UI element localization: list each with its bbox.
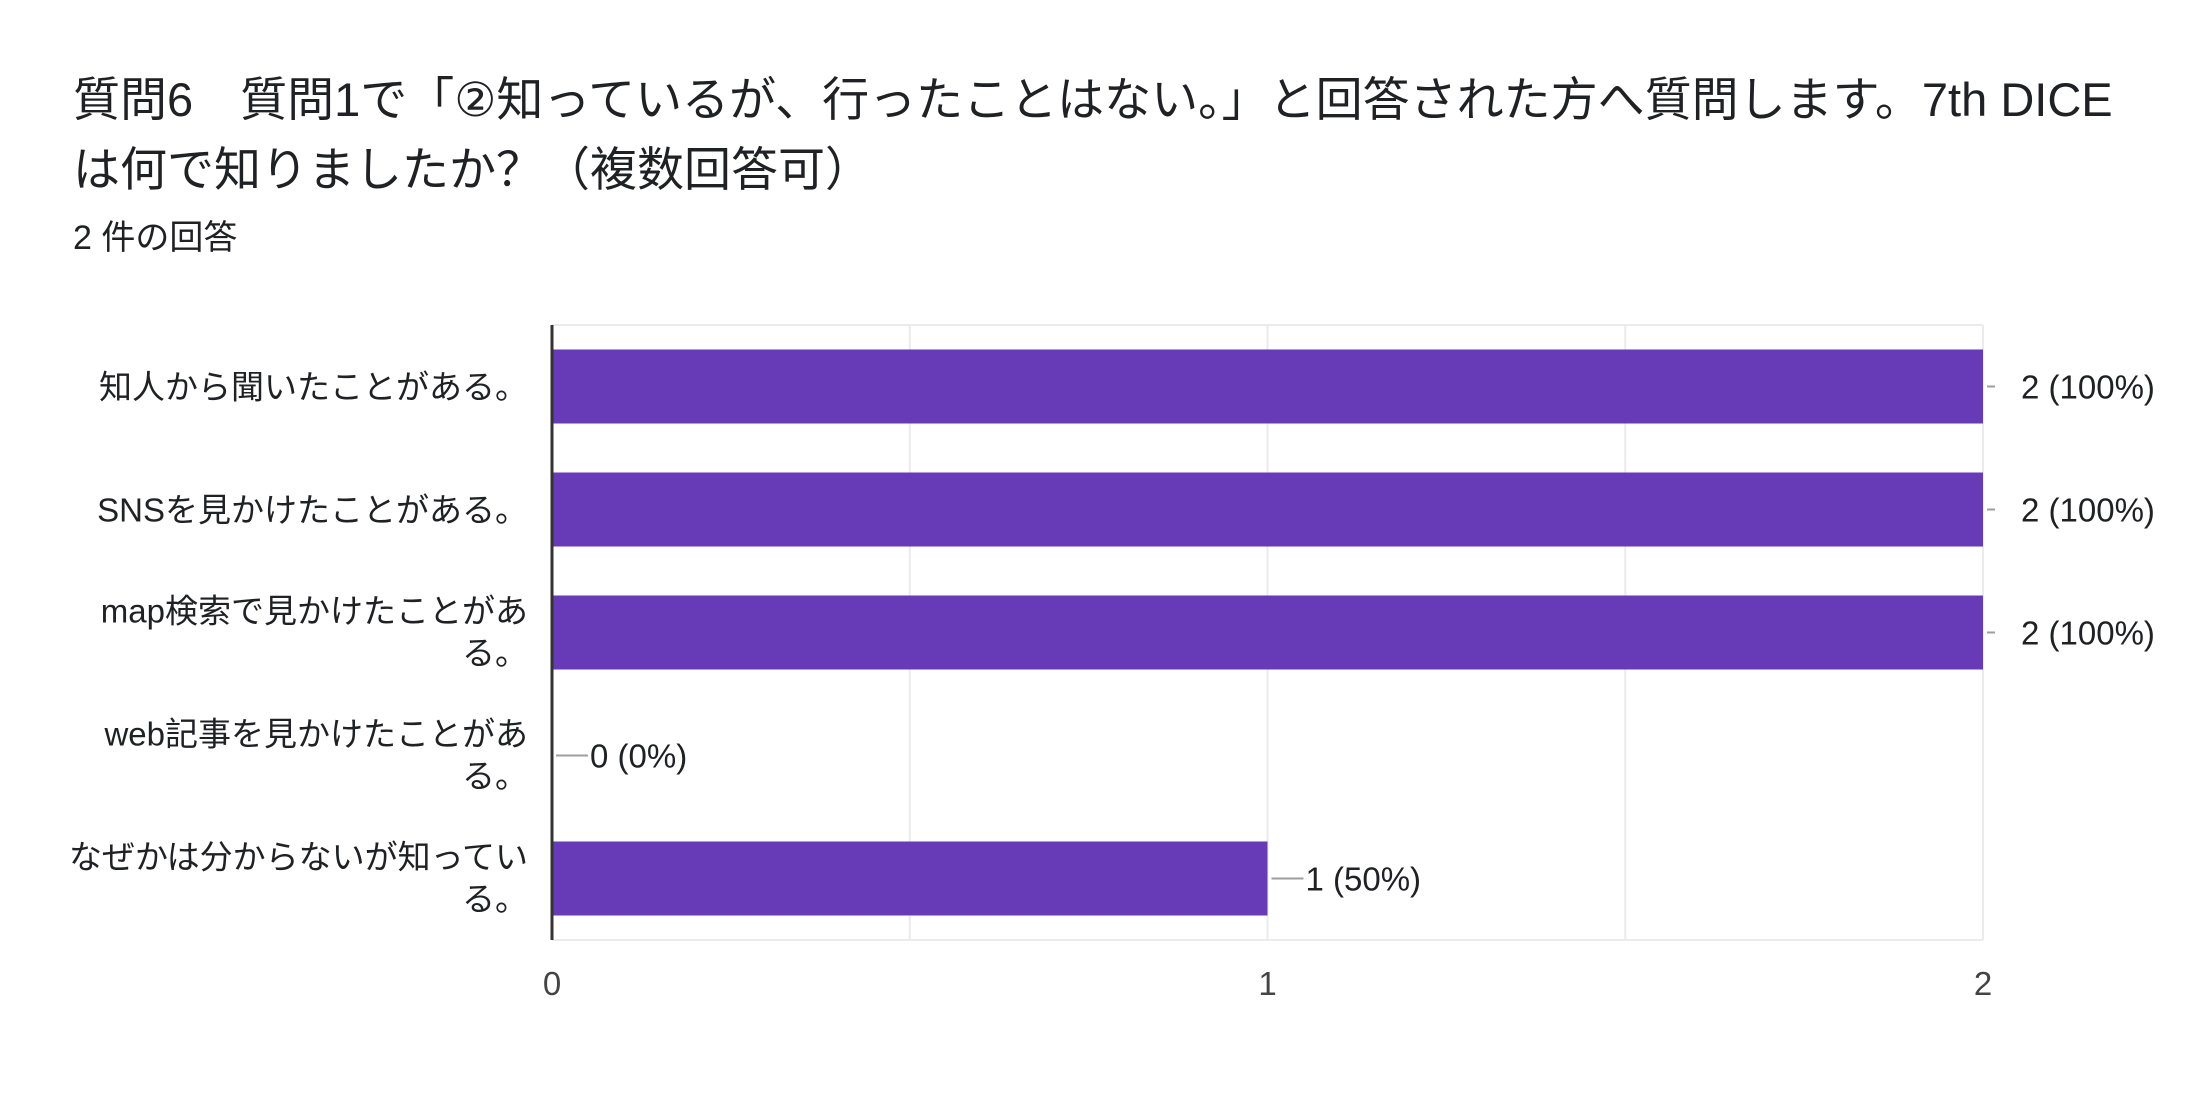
category-label: web記事を見かけたことがある。 xyxy=(103,716,528,795)
question-title: 質問6 質問1で「②知っているが、行ったことはない。」と回答された方へ質問します… xyxy=(73,73,2113,196)
data-label: 2 (100%) xyxy=(2021,369,2155,406)
x-tick-label: 0 xyxy=(543,965,561,1002)
bar xyxy=(552,472,1983,547)
data-label: 0 (0%) xyxy=(590,738,687,775)
data-label: 2 (100%) xyxy=(2021,615,2155,652)
bar xyxy=(552,841,1268,916)
x-tick-label: 2 xyxy=(1974,965,1992,1002)
bar xyxy=(552,349,1983,424)
bar xyxy=(552,595,1983,670)
data-label: 2 (100%) xyxy=(2021,492,2155,529)
response-count: 2 件の回答 xyxy=(73,219,238,257)
category-label: なぜかは分からないが知っている。 xyxy=(69,839,528,918)
category-label: SNSを見かけたことがある。 xyxy=(97,492,528,529)
x-tick-label: 1 xyxy=(1258,965,1276,1002)
category-label: 知人から聞いたことがある。 xyxy=(99,369,528,406)
data-label: 1 (50%) xyxy=(1306,861,1422,898)
category-label: map検索で見かけたことがある。 xyxy=(101,593,528,672)
